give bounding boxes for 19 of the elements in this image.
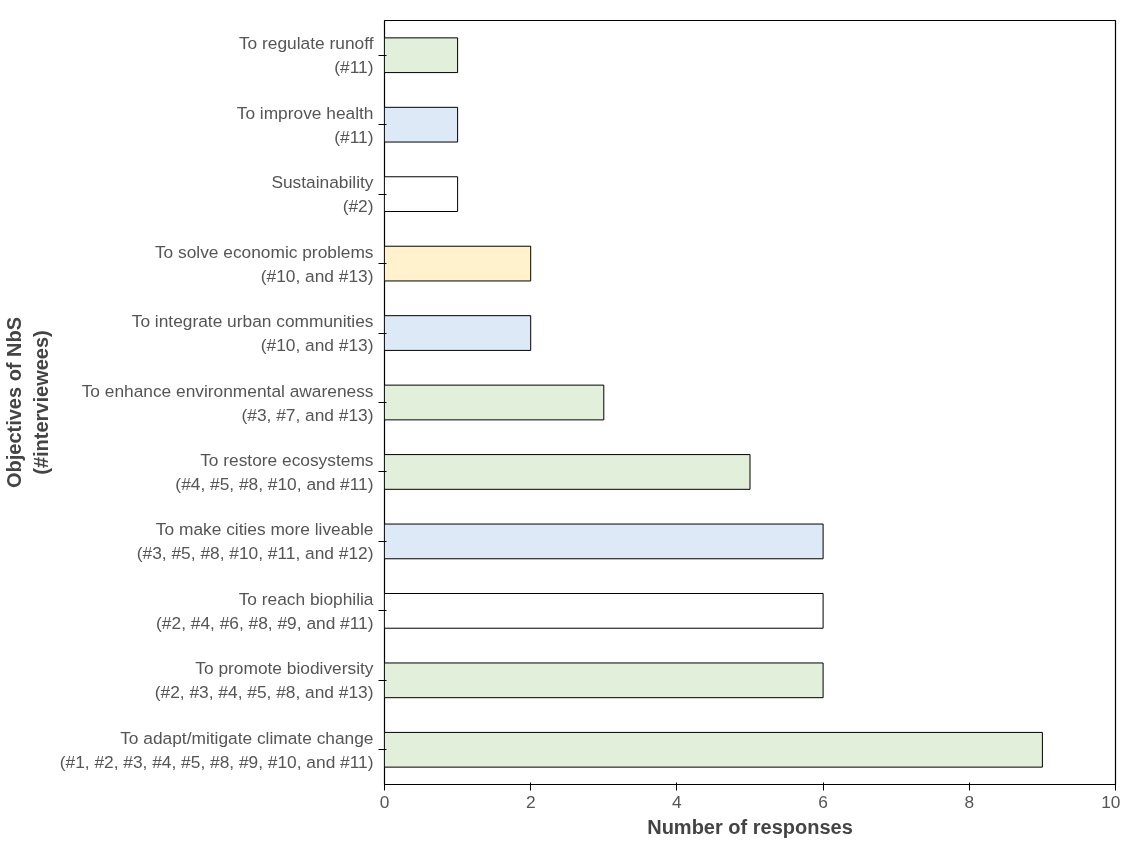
y-axis-title: Objectives of NbS (#interviewees) [3,316,52,489]
x-tick-label: 10 [1101,791,1121,812]
y-tick-label: To make cities more liveable (#3, #5, #8, #10, #11, and #12) [136,519,374,564]
y-tick-label: To improve health (#11) [236,102,374,147]
y-tick-label: To adapt/mitigate climate change (#1, #2, #3, #4, #5, #8, #9, #10, and #11) [59,727,374,772]
y-tick-label: To promote biodiversity (#2, #3, #4, #5, #8, and #13) [154,658,374,703]
y-tick-label: To solve economic problems (#10, and #13) [154,241,374,286]
x-axis-title: Number of responses [647,815,853,838]
y-tick-label: To regulate runoff (#11) [238,33,374,78]
y-tick-label: To reach biophilia (#2, #4, #6, #8, #9, and #11) [156,588,374,633]
x-tick-label: 2 [525,791,536,812]
y-tick-label: To integrate urban communities (#10, and #13) [131,311,374,356]
y-tick-label: To restore ecosystems (#4, #5, #8, #10, and #11) [175,449,374,494]
x-tick-label: 8 [964,791,975,812]
x-tick-label: 0 [379,791,390,812]
x-tick-label: 6 [818,791,828,812]
y-tick-label: To enhance environmental awareness (#3, #7, and #13) [81,380,374,425]
y-tick-label: Sustainability (#2) [271,172,374,217]
x-tick-label: 4 [672,791,683,812]
